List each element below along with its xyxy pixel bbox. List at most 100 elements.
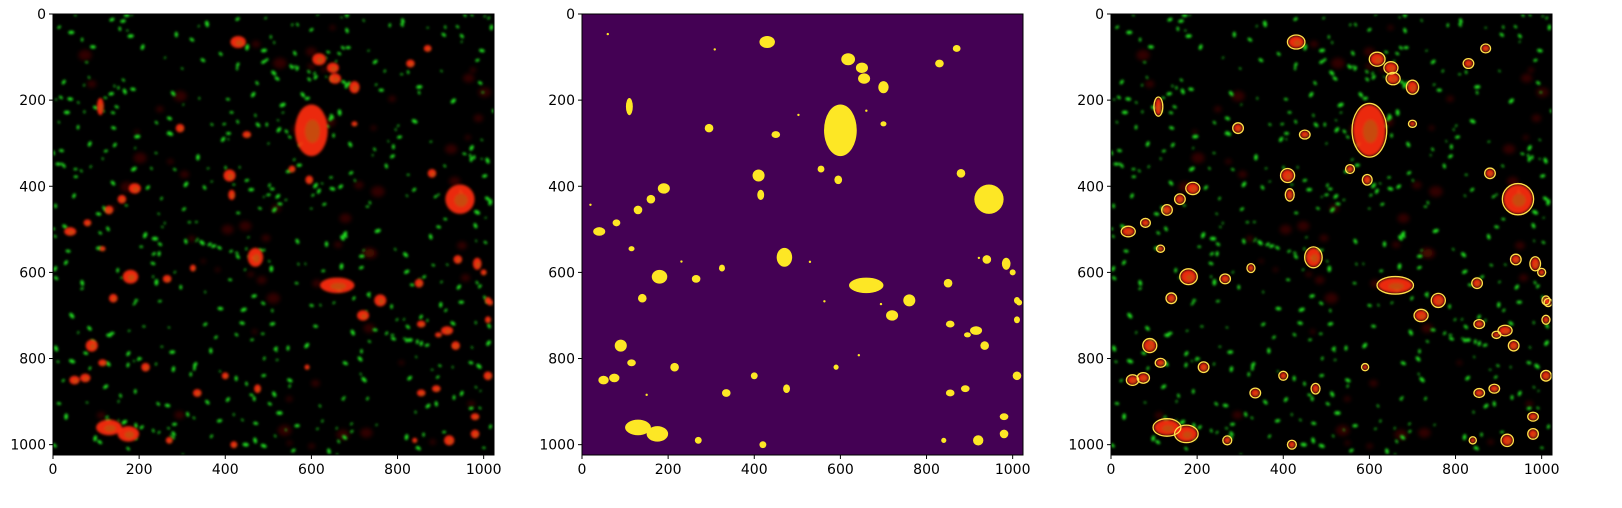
- green-particle: [341, 80, 346, 84]
- green-particle: [1311, 437, 1316, 444]
- dim-cell: [1521, 73, 1533, 83]
- green-particle: [1499, 32, 1505, 37]
- green-particle: [1480, 275, 1485, 279]
- green-particle: [1408, 429, 1412, 433]
- green-particle: [344, 82, 349, 89]
- cell-core: [1495, 334, 1499, 338]
- green-particle: [1443, 331, 1447, 336]
- green-particle: [291, 448, 296, 453]
- green-particle: [475, 280, 479, 285]
- green-particle: [254, 113, 257, 118]
- green-particle: [198, 96, 201, 100]
- green-particle: [1543, 157, 1548, 164]
- green-particle: [1518, 40, 1521, 43]
- green-particle: [426, 318, 429, 323]
- contour: [1125, 374, 1140, 387]
- green-particle: [121, 78, 126, 82]
- green-particle: [1329, 308, 1332, 313]
- mask-speck: [823, 300, 826, 303]
- green-particle: [229, 111, 234, 114]
- cell-core: [1467, 62, 1472, 67]
- green-particle: [1283, 397, 1288, 402]
- cell-core: [361, 314, 367, 319]
- green-particle: [372, 328, 378, 332]
- green-particle: [1417, 372, 1420, 376]
- dim-cell: [1237, 170, 1248, 179]
- green-particle: [232, 413, 235, 417]
- x-tick-label: 600: [298, 462, 325, 478]
- green-particle: [1376, 404, 1380, 408]
- green-particle: [1331, 346, 1336, 351]
- green-particle: [1382, 241, 1387, 247]
- green-particle: [1251, 362, 1256, 368]
- green-particle: [58, 95, 63, 100]
- contour: [1249, 387, 1262, 399]
- green-particle: [1145, 141, 1150, 147]
- dim-cell: [1225, 159, 1232, 165]
- green-particle: [1310, 396, 1314, 402]
- green-particle: [426, 26, 429, 29]
- green-particle: [362, 249, 365, 252]
- green-particle: [353, 179, 356, 182]
- green-particle: [200, 58, 206, 63]
- green-particle: [267, 142, 270, 145]
- dim-cell: [1305, 271, 1313, 278]
- dim-cell: [1309, 40, 1319, 48]
- green-particle: [1122, 413, 1126, 420]
- green-particle: [1544, 340, 1549, 346]
- green-particle: [1308, 91, 1314, 98]
- mask-region: [718, 264, 725, 272]
- green-particle: [415, 355, 418, 359]
- green-particle: [1498, 69, 1501, 73]
- green-particle: [120, 19, 126, 23]
- green-particle: [1198, 44, 1203, 50]
- green-particle: [469, 153, 472, 158]
- green-particle: [1492, 401, 1496, 407]
- green-particle: [1111, 276, 1117, 281]
- green-particle: [325, 75, 328, 78]
- green-particle: [98, 231, 103, 235]
- green-particle: [1497, 301, 1501, 308]
- green-particle: [1238, 67, 1242, 70]
- green-particle: [359, 372, 362, 376]
- green-particle: [1533, 280, 1537, 285]
- green-particle: [1241, 181, 1247, 188]
- green-particle: [341, 398, 345, 401]
- green-particle: [111, 126, 117, 130]
- green-particle: [1121, 110, 1128, 115]
- green-particle: [245, 44, 250, 51]
- dim-cell: [87, 80, 97, 88]
- green-particle: [173, 270, 177, 274]
- dim-cell: [370, 125, 377, 131]
- dim-cell: [311, 379, 320, 387]
- green-particle: [63, 110, 70, 115]
- mask-region: [612, 219, 621, 227]
- green-particle: [1502, 308, 1506, 312]
- green-particle: [1474, 85, 1481, 89]
- panel-binary-mask: 0 200 400 600 800 1000 0 200 400 600 800 1000: [539, 7, 1030, 478]
- green-particle: [1218, 196, 1221, 201]
- green-particle: [1228, 91, 1234, 97]
- green-particle: [348, 171, 354, 175]
- cell-core: [420, 323, 425, 327]
- green-particle: [1190, 302, 1194, 306]
- green-particle: [235, 251, 239, 255]
- green-particle: [1268, 434, 1271, 439]
- green-particle: [1184, 362, 1188, 368]
- x-tick-label: 400: [741, 462, 768, 478]
- green-particle: [1433, 423, 1436, 426]
- green-particle: [88, 366, 92, 371]
- green-particle: [152, 275, 155, 279]
- cell-core: [1250, 267, 1254, 271]
- green-particle: [484, 196, 491, 201]
- green-particle: [1464, 70, 1468, 75]
- mask-region: [834, 175, 843, 185]
- green-particle: [444, 25, 447, 29]
- green-particle: [383, 69, 386, 73]
- cell-core: [1412, 123, 1415, 126]
- green-particle: [1408, 329, 1413, 336]
- green-particle: [387, 140, 390, 143]
- green-particle: [1345, 378, 1351, 383]
- green-particle: [478, 81, 483, 85]
- green-particle: [1316, 207, 1320, 210]
